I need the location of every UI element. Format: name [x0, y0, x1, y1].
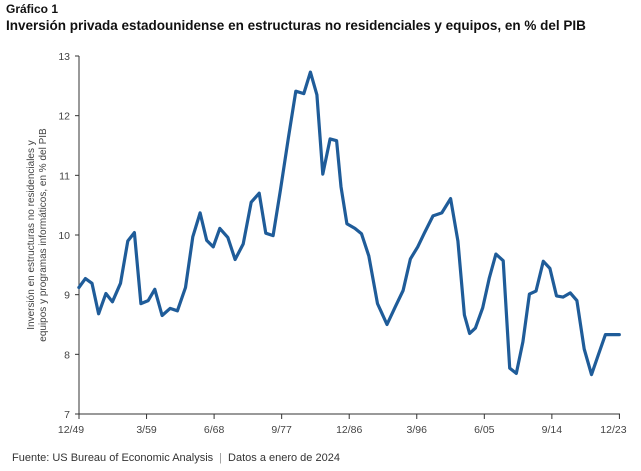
y-tick-label: 9: [64, 290, 70, 302]
series-line: [77, 70, 621, 377]
axes: [78, 56, 620, 415]
x-tick-label: 6/68: [204, 424, 225, 436]
y-axis-label-line-2: equipos y programas informáticos, en % d…: [38, 128, 49, 342]
x-tick-label: 12/23: [600, 424, 626, 436]
x-tick-label: 12/86: [336, 424, 362, 436]
chart-kicker: Gráfico 1: [6, 2, 59, 16]
y-tick-label: 13: [58, 51, 70, 63]
data-date-text: Datos a enero de 2024: [228, 452, 340, 464]
x-tick-label: 9/14: [542, 424, 563, 436]
source-text: Fuente: US Bureau of Economic Analysis: [12, 452, 214, 464]
x-tick-label: 12/49: [58, 424, 84, 436]
source-note: Fuente: US Bureau of Economic Analysis | D…: [12, 452, 340, 464]
x-axis-ticks: 12/49 3/59 6/68 9/77 12/86 3/96 6/05 9/14 12/23: [58, 414, 627, 436]
x-tick-label: 6/05: [474, 424, 495, 436]
chart-title: Inversión privada estadounidense en estr…: [6, 18, 586, 33]
series-group: [77, 70, 621, 377]
y-tick-label: 10: [58, 230, 70, 242]
y-tick-label: 8: [64, 349, 70, 361]
y-axis-label-line-1: Inversión en estructuras no residenciale…: [26, 140, 37, 330]
x-tick-label: 9/77: [271, 424, 292, 436]
source-separator: |: [219, 452, 223, 464]
y-tick-label: 12: [58, 111, 70, 123]
x-tick-label: 3/59: [136, 424, 157, 436]
x-tick-label: 3/96: [407, 424, 428, 436]
y-tick-label: 11: [59, 170, 70, 182]
y-axis-ticks: 7 8 9 10 11 12 13: [58, 51, 79, 421]
y-tick-label: 7: [64, 409, 70, 421]
